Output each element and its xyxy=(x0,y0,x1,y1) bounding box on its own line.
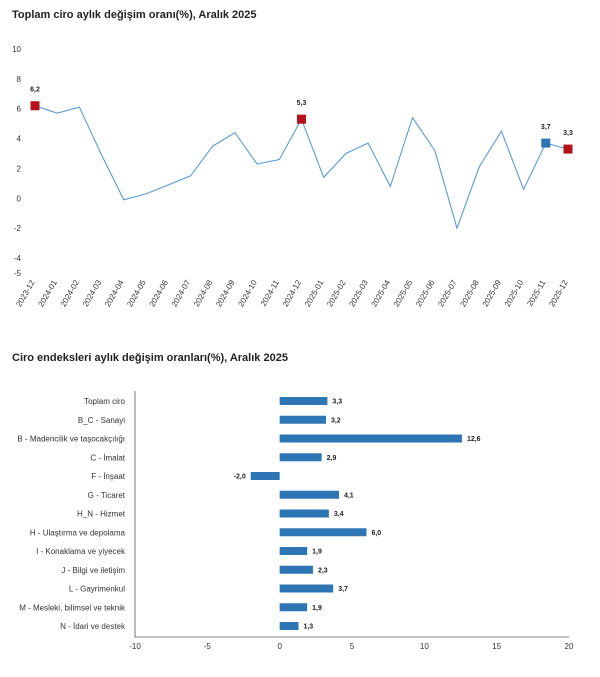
value-label: 2,9 xyxy=(327,455,337,462)
bar xyxy=(279,490,339,499)
data-label: 5,3 xyxy=(297,100,307,107)
value-label: 3,7 xyxy=(338,586,348,593)
x-tick-label: -10 xyxy=(129,642,141,651)
x-tick-label: 5 xyxy=(350,642,355,651)
value-label: 1,9 xyxy=(312,549,322,556)
y-tick-label: 6 xyxy=(17,105,22,114)
value-label: 1,9 xyxy=(312,605,322,612)
data-point-marker xyxy=(541,138,551,148)
y-tick-label: 4 xyxy=(17,135,22,144)
bar xyxy=(279,584,334,593)
x-tick-label: 15 xyxy=(492,642,501,651)
x-tick-label: -5 xyxy=(204,642,212,651)
category-label: M - Mesleki, bilimsel ve teknik xyxy=(19,603,126,612)
value-label: 1,3 xyxy=(303,624,313,631)
bar xyxy=(279,565,313,574)
category-label: N - İdari ve destek xyxy=(60,622,126,631)
value-label: 2,3 xyxy=(318,567,328,574)
bar xyxy=(279,453,322,462)
category-label: G - Ticaret xyxy=(88,491,126,500)
category-label: Toplam ciro xyxy=(84,397,125,406)
y-tick-label: -5 xyxy=(14,269,22,278)
category-label: H_N - Hizmet xyxy=(77,510,126,519)
category-label: B_C - Sanayi xyxy=(78,416,125,425)
data-label: 3,3 xyxy=(563,130,573,137)
x-tick-label: 10 xyxy=(420,642,429,651)
y-tick-label: 0 xyxy=(17,194,22,203)
category-label: J - Bilgi ve iletişim xyxy=(61,566,125,575)
data-point-marker xyxy=(30,101,40,111)
bar xyxy=(250,472,280,480)
bar xyxy=(279,415,326,424)
data-point-marker xyxy=(297,114,306,124)
category-label: L - Gayrimenkul xyxy=(69,585,125,594)
bar xyxy=(279,509,329,518)
y-tick-label: -4 xyxy=(14,254,22,263)
category-label: I - Konaklama ve yiyecek xyxy=(36,547,126,556)
bar xyxy=(279,528,367,537)
category-label: B - Madencilik ve taşocakçılığı xyxy=(17,435,125,444)
bar-chart-title: Ciro endeksleri aylık değişim oranları(%… xyxy=(12,352,288,364)
bar xyxy=(279,622,299,630)
data-label: 3,7 xyxy=(541,124,551,131)
bar xyxy=(279,547,308,555)
value-label: 6,0 xyxy=(371,530,381,537)
y-tick-label: 10 xyxy=(12,45,21,54)
bar xyxy=(279,434,462,443)
value-label: 4,1 xyxy=(344,492,354,499)
y-tick-label: 8 xyxy=(17,75,22,84)
category-label: H - Ulaştırma ve depolama xyxy=(30,528,126,537)
bar xyxy=(279,397,328,405)
value-label: 12,6 xyxy=(467,436,481,443)
category-label: F - İnşaat xyxy=(91,472,126,481)
value-label: 3,4 xyxy=(334,511,344,518)
y-tick-label: -2 xyxy=(14,224,22,233)
data-point-marker xyxy=(563,144,573,154)
x-tick-label: 0 xyxy=(277,642,282,651)
bar xyxy=(279,603,308,612)
value-label: 3,3 xyxy=(332,399,342,406)
line-chart-title: Toplam ciro aylık değişim oranı(%), Aral… xyxy=(12,9,257,21)
value-label: -2,0 xyxy=(234,474,246,481)
y-tick-label: 2 xyxy=(17,164,22,173)
category-label: C - İmalat xyxy=(90,453,125,462)
value-label: 3,2 xyxy=(331,417,341,424)
data-label: 6,2 xyxy=(30,87,40,94)
x-tick-label: 20 xyxy=(565,642,574,651)
